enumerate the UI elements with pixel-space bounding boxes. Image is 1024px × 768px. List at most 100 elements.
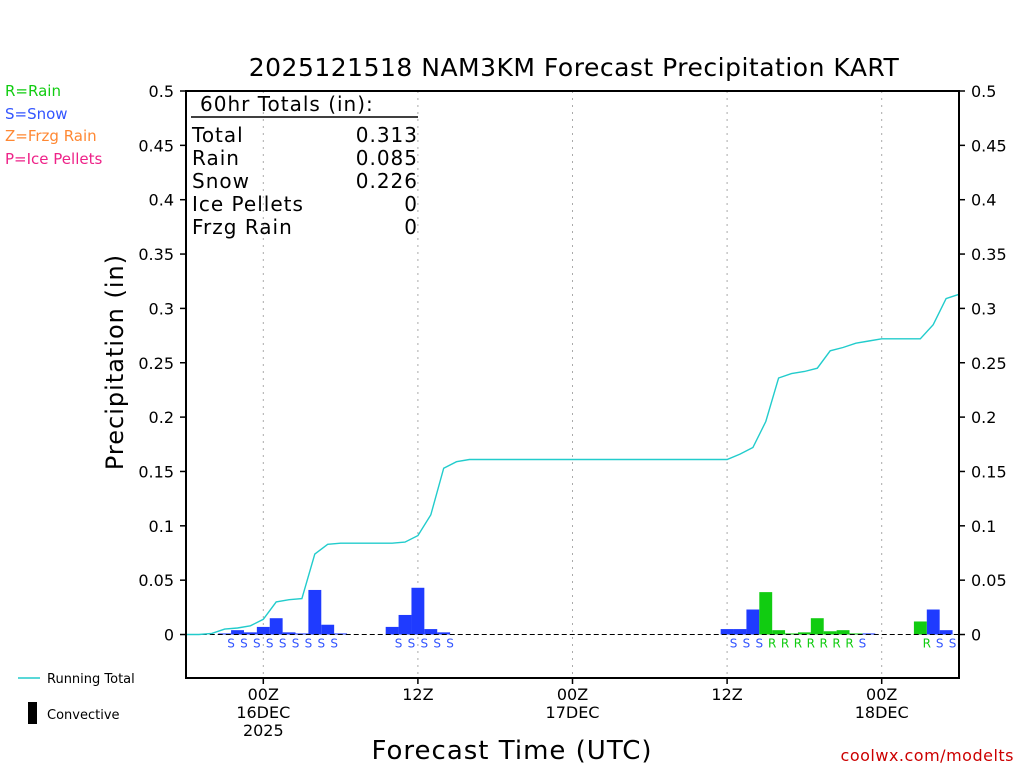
- ptype-marker: S: [936, 637, 944, 651]
- bar-rain: [849, 633, 863, 635]
- bar-rain: [785, 633, 798, 635]
- totals-box: 60hr Totals (in): Total 0.313 Rain 0.085…: [191, 92, 418, 239]
- chart-title: 2025121518 NAM3KM Forecast Precipitation…: [249, 53, 900, 82]
- ptype-marker: S: [279, 637, 287, 651]
- y-tick-label-left: 0.5: [149, 82, 174, 101]
- ptype-marker: R: [781, 637, 789, 651]
- bar-snow: [424, 629, 438, 635]
- totals-label-total: Total: [191, 123, 244, 147]
- source-credit: coolwx.com/modelts: [841, 746, 1014, 765]
- ptype-marker: R: [923, 637, 931, 651]
- bar-snow: [295, 633, 309, 635]
- y-tick-label-left: 0.15: [138, 462, 174, 481]
- y-tick-label-right: 0.45: [971, 136, 1007, 155]
- bar-rain: [797, 632, 811, 635]
- legend-snow: S=Snow: [5, 105, 68, 123]
- bar-snow: [939, 630, 953, 635]
- ptype-marker: S: [330, 637, 338, 651]
- ptype-marker: S: [305, 637, 313, 651]
- bar-snow: [733, 629, 747, 635]
- x-tick-label: 16DEC: [236, 703, 290, 722]
- bar-snow: [282, 632, 296, 635]
- bars: [218, 587, 953, 635]
- ptype-marker: S: [743, 637, 751, 651]
- legend-frzg-rain: Z=Frzg Rain: [5, 127, 97, 145]
- totals-value-rain: 0.085: [356, 146, 418, 170]
- legend-ice-pellets: P=Ice Pellets: [5, 150, 102, 168]
- ptype-marker: R: [794, 637, 802, 651]
- ptype-marker: R: [768, 637, 776, 651]
- x-tick-label: 00Z: [557, 685, 588, 704]
- x-tick-label: 2025: [243, 721, 284, 740]
- y-tick-label-left: 0.4: [149, 191, 174, 210]
- y-tick-label-right: 0.5: [971, 82, 996, 101]
- ptype-marker: S: [859, 637, 867, 651]
- ptype-marker: S: [730, 637, 738, 651]
- ptype-legend: R=Rain S=Snow Z=Frzg Rain P=Ice Pellets: [5, 82, 102, 168]
- bar-rain: [759, 592, 773, 635]
- y-tick-label-right: 0: [971, 626, 981, 645]
- y-tick-label-left: 0.25: [138, 354, 174, 373]
- bar-snow: [256, 626, 270, 635]
- bar-rain: [772, 630, 786, 635]
- bar-snow: [269, 618, 283, 635]
- ptype-marker: R: [845, 637, 853, 651]
- x-tick-label: 00Z: [866, 685, 897, 704]
- x-tick-label: 12Z: [711, 685, 742, 704]
- ptype-marker: S: [408, 637, 416, 651]
- running-total-legend-label: Running Total: [47, 672, 135, 687]
- totals-label-rain: Rain: [192, 146, 240, 170]
- x-tick-label: 12Z: [402, 685, 433, 704]
- bar-snow: [334, 633, 348, 635]
- y-ticks: 0 00.05 0.050.1 0.10.15 0.150.2 0.20.25 0.250.…: [138, 82, 1006, 645]
- ptype-marker: S: [266, 637, 274, 651]
- running-total-line: [186, 293, 960, 636]
- totals-value-total: 0.313: [356, 123, 418, 147]
- y-axis-label: Precipitation (in): [101, 254, 129, 470]
- ptype-marker: S: [317, 637, 325, 651]
- totals-value-frzg-rain: 0: [404, 215, 418, 239]
- convective-swatch: [28, 702, 37, 724]
- bar-snow: [218, 633, 232, 635]
- bar-snow: [398, 614, 412, 635]
- y-tick-label-right: 0.35: [971, 245, 1007, 264]
- y-tick-label-right: 0.3: [971, 299, 996, 318]
- bar-snow: [321, 624, 335, 635]
- totals-label-snow: Snow: [192, 169, 250, 193]
- bar-snow: [862, 633, 876, 635]
- y-tick-label-right: 0.05: [971, 571, 1007, 590]
- y-tick-label-right: 0.25: [971, 354, 1007, 373]
- totals-label-ice-pellets: Ice Pellets: [192, 192, 304, 216]
- y-tick-label-right: 0.15: [971, 462, 1007, 481]
- bar-snow: [243, 632, 257, 635]
- x-tick-label: 17DEC: [546, 703, 600, 722]
- x-tick-label: 00Z: [248, 685, 279, 704]
- totals-header: 60hr Totals (in):: [200, 92, 374, 116]
- y-tick-label-left: 0: [164, 626, 174, 645]
- bar-rain: [913, 621, 927, 635]
- legend-rain: R=Rain: [5, 82, 61, 100]
- bar-rain: [823, 631, 837, 635]
- y-tick-label-left: 0.1: [149, 517, 174, 536]
- bar-snow: [437, 632, 451, 635]
- ptype-marker: S: [227, 637, 235, 651]
- bar-snow: [720, 629, 734, 635]
- ptype-marker: S: [395, 637, 403, 651]
- totals-value-snow: 0.226: [356, 169, 418, 193]
- y-tick-label-left: 0.45: [138, 136, 174, 155]
- totals-value-ice-pellets: 0: [404, 192, 418, 216]
- y-tick-label-right: 0.4: [971, 191, 996, 210]
- y-tick-label-right: 0.2: [971, 408, 996, 427]
- y-tick-label-right: 0.1: [971, 517, 996, 536]
- y-tick-label-left: 0.3: [149, 299, 174, 318]
- ptype-marker: S: [253, 637, 261, 651]
- ptype-marker: R: [807, 637, 815, 651]
- ptype-marker: S: [240, 637, 248, 651]
- x-tick-label: 18DEC: [855, 703, 909, 722]
- convective-legend-label: Convective: [47, 708, 120, 723]
- x-axis-label: Forecast Time (UTC): [371, 736, 652, 766]
- ptype-marker: S: [292, 637, 300, 651]
